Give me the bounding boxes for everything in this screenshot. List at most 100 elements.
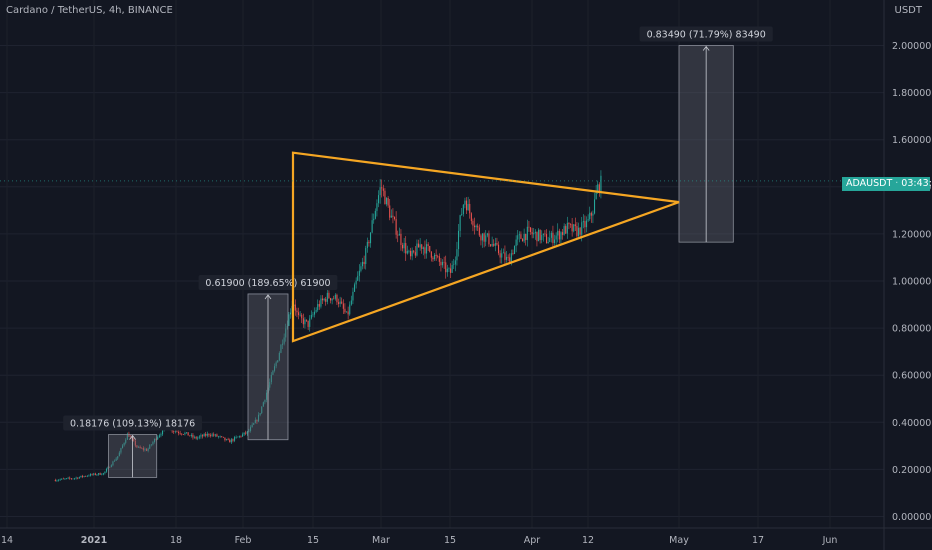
candle-body	[510, 253, 512, 263]
candle-body	[432, 257, 434, 260]
measure-arrow-head	[702, 45, 710, 51]
candle-body	[493, 243, 495, 246]
candle-body	[547, 241, 549, 244]
candle-body	[581, 222, 583, 235]
candle-body	[208, 433, 210, 436]
candle-body	[457, 230, 460, 250]
candle-body	[285, 328, 287, 338]
candle-body	[565, 226, 567, 234]
candle-body	[120, 448, 122, 453]
candle-body	[590, 212, 592, 216]
candle-body	[537, 229, 540, 242]
candle-body	[222, 436, 224, 438]
triangle-outline[interactable]	[291, 151, 680, 343]
candle-body	[315, 310, 317, 312]
candle-body	[157, 436, 159, 440]
candle-body	[197, 437, 199, 439]
currency-label[interactable]: USDT	[894, 5, 922, 16]
candle-body	[80, 475, 82, 478]
pane-title: Cardano / TetherUS, 4h, BINANCE	[6, 5, 173, 16]
candle-body	[374, 210, 376, 219]
grid	[0, 45, 884, 517]
candle-body	[213, 434, 215, 436]
candle-body	[160, 434, 162, 436]
candle-body	[478, 227, 480, 236]
candle-body	[390, 215, 392, 218]
candle-body	[75, 477, 77, 479]
candle-body	[297, 312, 300, 316]
candle-body	[229, 439, 231, 443]
candle-body	[430, 251, 432, 258]
candle-body	[464, 200, 466, 205]
candle-body	[318, 304, 320, 307]
candle-body	[368, 241, 370, 244]
candle-body	[312, 314, 314, 316]
x-tick-label: Jun	[822, 535, 838, 546]
candle-body	[555, 235, 557, 240]
measure-box-2[interactable]: 0.83490 (71.79%) 83490	[639, 26, 773, 243]
candle-body	[237, 436, 239, 438]
candle-body	[185, 432, 188, 433]
candle-body	[265, 392, 268, 400]
candle-body	[512, 253, 514, 255]
candle-body	[334, 294, 336, 299]
candle-body	[371, 220, 373, 233]
x-tick-label: 12	[582, 535, 594, 546]
candle-body	[414, 252, 416, 256]
candle-body	[118, 452, 120, 457]
measure-box-0[interactable]: 0.18176 (109.13%) 18176	[63, 415, 202, 478]
candle-body	[595, 192, 597, 200]
measure-label: 0.61900 (189.65%) 61900	[205, 278, 330, 289]
candle-body	[219, 436, 221, 437]
candle-body	[382, 188, 384, 191]
candle-body	[307, 320, 309, 327]
candle-body	[369, 232, 372, 244]
candle-body	[505, 256, 508, 260]
candle-body	[353, 284, 356, 292]
candle-body	[408, 250, 410, 252]
candle-body	[216, 434, 218, 437]
candle-body	[139, 446, 141, 449]
candle-body	[438, 256, 440, 262]
candle-body	[176, 431, 178, 433]
measure-label: 0.18176 (109.13%) 18176	[70, 419, 195, 430]
candle-body	[190, 434, 192, 436]
candle-body	[361, 261, 364, 267]
candle-body	[121, 445, 124, 449]
candle-body	[521, 238, 524, 242]
candle-body	[401, 244, 404, 249]
candle-body	[387, 198, 389, 206]
candle-body	[582, 221, 584, 223]
candle-body	[286, 325, 288, 329]
candle-body	[200, 435, 202, 437]
measurements[interactable]: 0.18176 (109.13%) 18176 0.61900 (189.65%)…	[63, 26, 773, 478]
candle-body	[427, 244, 429, 246]
measure-box-1[interactable]: 0.61900 (189.65%) 61900	[198, 274, 338, 441]
candle-body	[400, 233, 402, 245]
candle-body	[592, 213, 594, 216]
candle-body	[550, 232, 552, 238]
candle-body	[59, 479, 61, 481]
candle-body	[61, 478, 63, 480]
candle-body	[499, 253, 501, 258]
candle-body	[355, 280, 357, 285]
candle-body	[233, 437, 236, 441]
measure-label-bg	[63, 415, 202, 431]
candle-body	[78, 477, 80, 479]
y-tick-label: 0.20000	[892, 465, 931, 476]
candle-body	[502, 252, 504, 254]
candle-body	[289, 312, 292, 315]
candle-body	[336, 294, 338, 303]
candle-body	[504, 252, 506, 260]
candle-body	[67, 477, 69, 479]
candle-body	[101, 474, 103, 476]
candle-body	[184, 432, 186, 435]
candle-body	[333, 298, 335, 300]
candle-body	[326, 292, 328, 302]
candle-body	[494, 242, 496, 246]
triangle-pattern[interactable]	[291, 151, 680, 343]
y-tick-label: 1.20000	[892, 229, 931, 240]
candle-body	[243, 432, 245, 435]
